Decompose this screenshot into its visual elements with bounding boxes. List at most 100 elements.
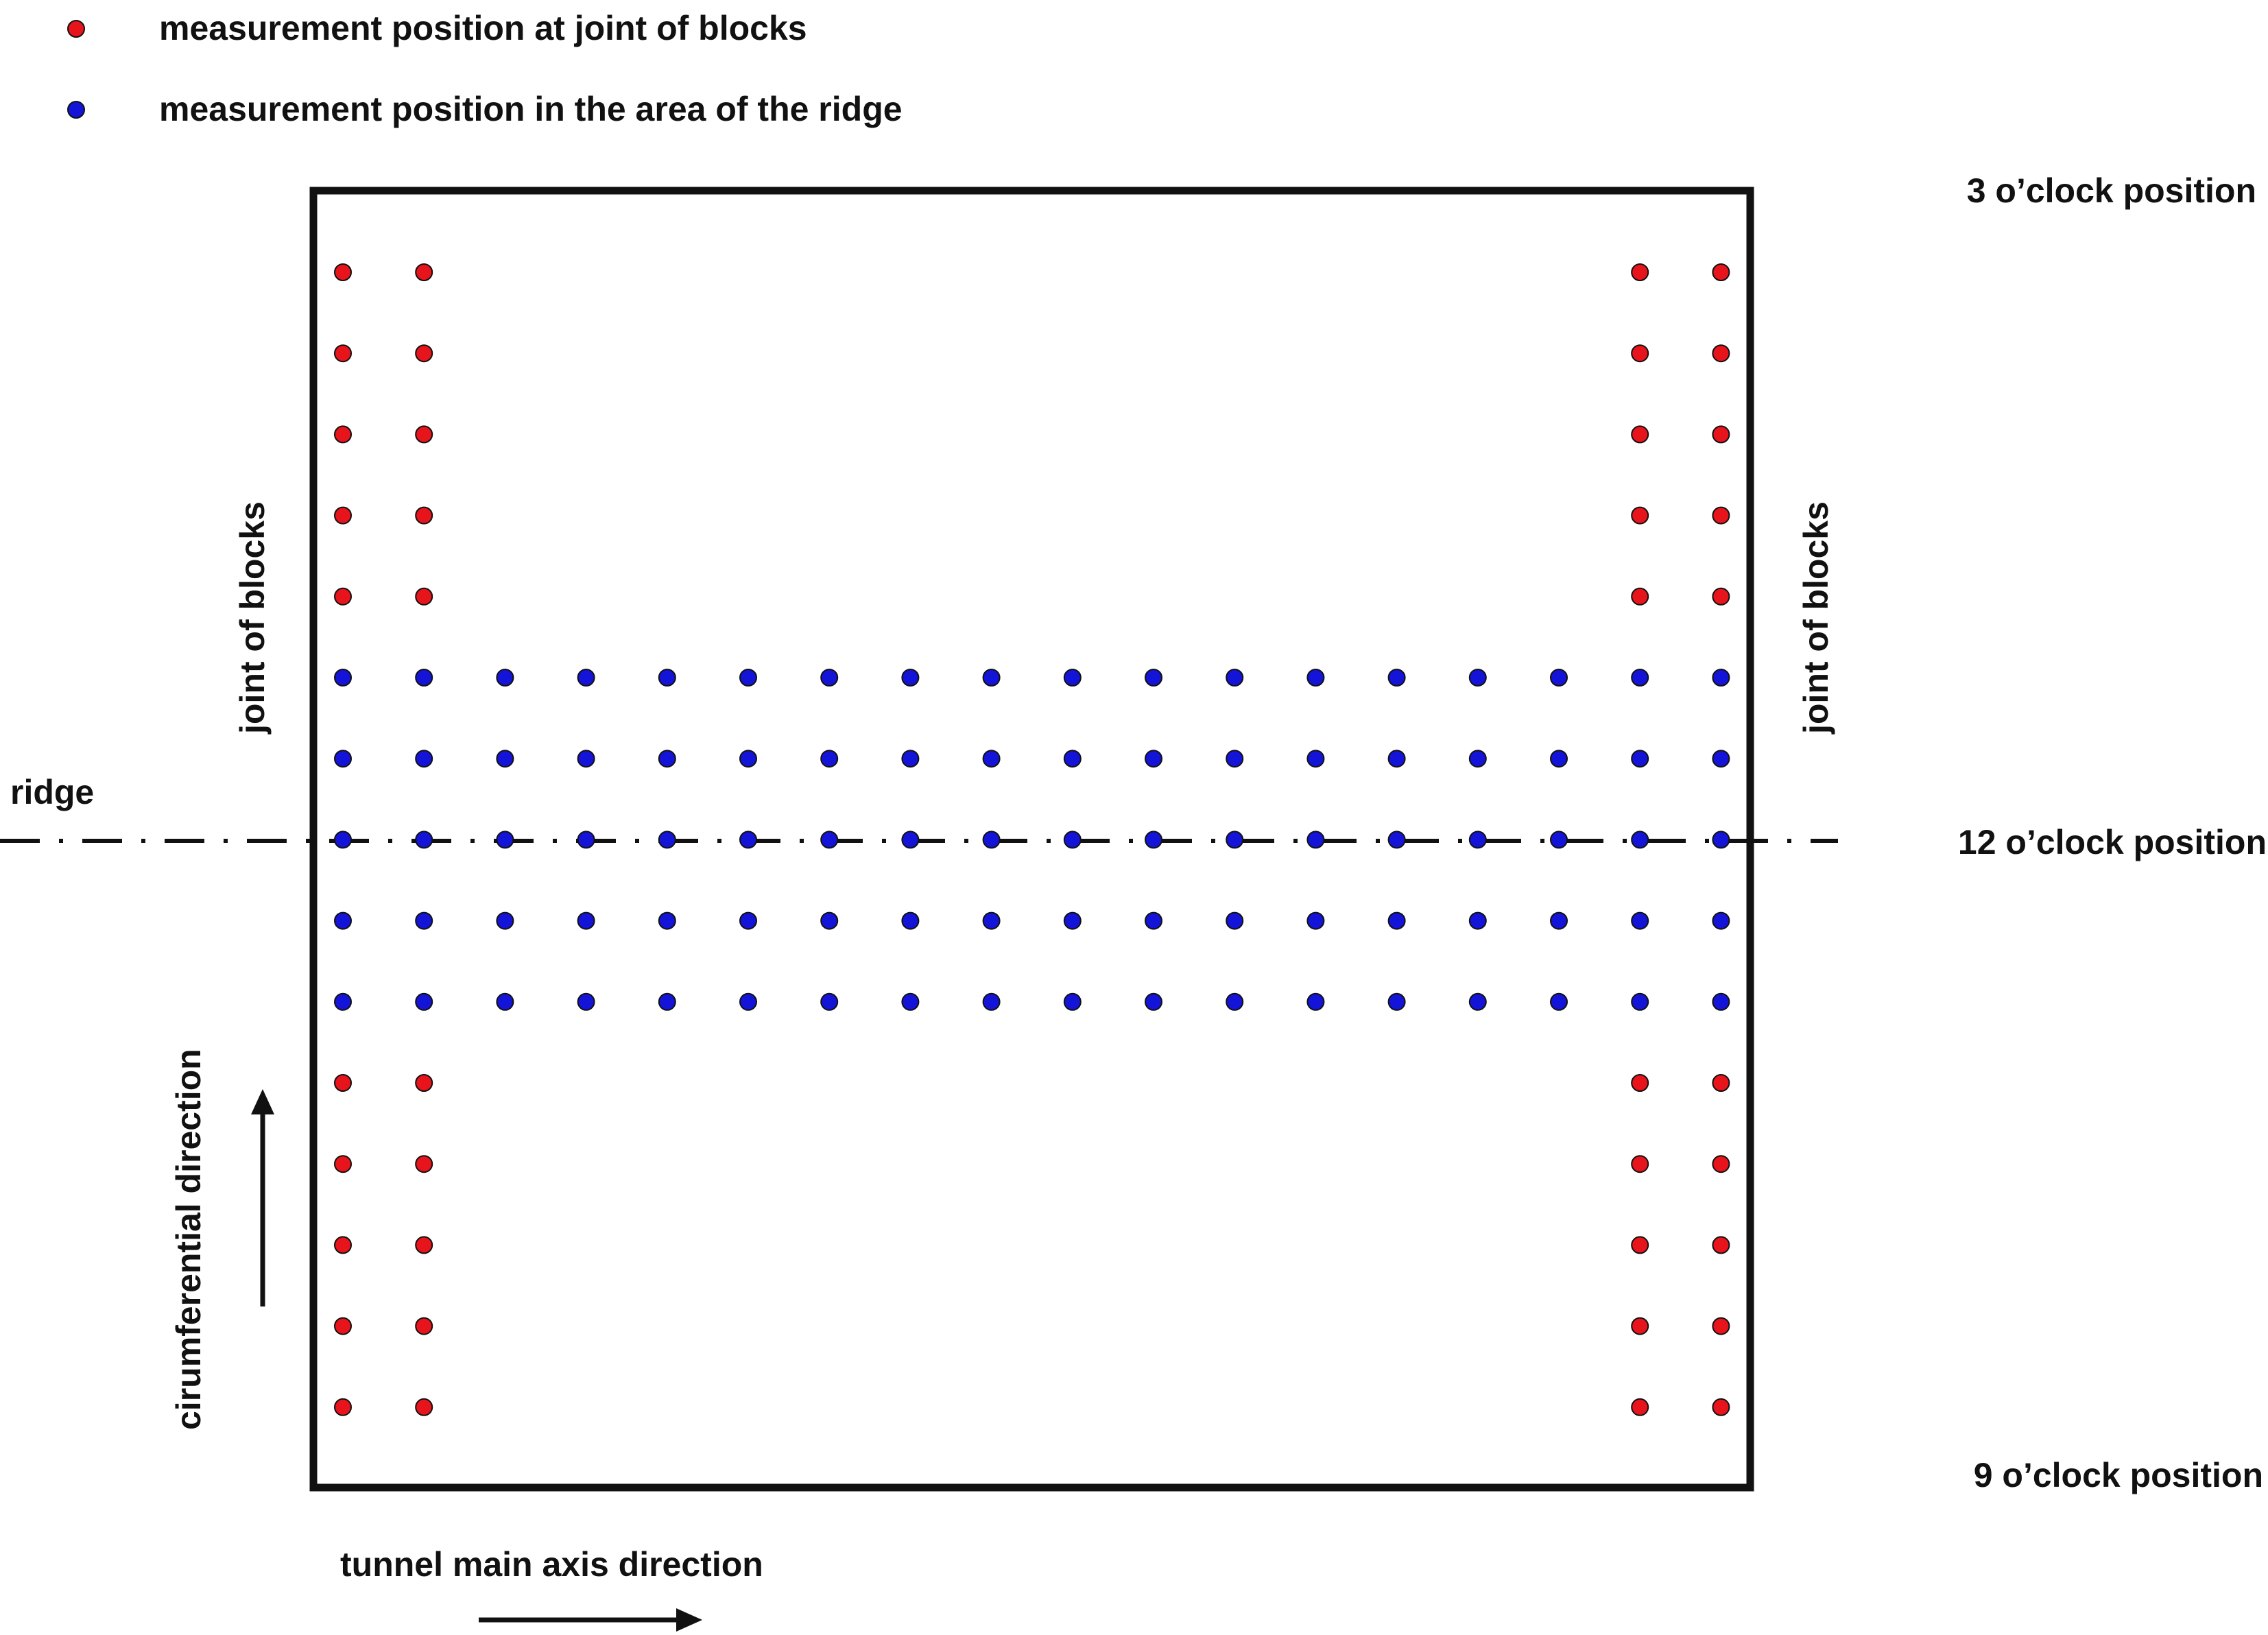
legend-ridge-label: measurement position in the area of the …: [159, 90, 903, 128]
joint-measurement-point: [334, 506, 352, 525]
joint-measurement-point: [334, 263, 352, 281]
ridge-measurement-point: [1145, 911, 1162, 930]
ridge-measurement-point: [1306, 911, 1325, 930]
ridge-measurement-point: [1387, 750, 1406, 768]
joint-measurement-point: [334, 1236, 352, 1254]
joint-measurement-point: [415, 425, 433, 444]
ridge-measurement-point: [1145, 831, 1162, 849]
ridge-measurement-point: [577, 992, 595, 1011]
joint-measurement-point: [1631, 425, 1649, 444]
ridge-measurement-point: [1550, 992, 1568, 1011]
joint-measurement-point: [334, 425, 352, 444]
joint-measurement-point: [1631, 1074, 1649, 1092]
ridge-measurement-point: [1387, 669, 1406, 687]
ridge-measurement-point: [496, 992, 514, 1011]
ridge-measurement-point: [739, 992, 757, 1011]
ridge-measurement-point: [1712, 992, 1730, 1011]
ridge-measurement-point: [334, 831, 352, 849]
ridge-measurement-point: [1226, 911, 1244, 930]
ridge-measurement-point: [496, 669, 514, 687]
ridge-measurement-point: [1226, 992, 1244, 1011]
ridge-measurement-point: [496, 750, 514, 768]
label-ridge: ridge: [10, 773, 94, 811]
joint-measurement-point: [415, 344, 433, 363]
ridge-measurement-point: [901, 831, 920, 849]
ridge-measurement-point: [1145, 992, 1162, 1011]
ridge-measurement-point: [1712, 750, 1730, 768]
joint-measurement-point: [334, 1317, 352, 1335]
joint-measurement-point: [415, 1236, 433, 1254]
joint-measurement-point: [415, 587, 433, 606]
ridge-measurement-point: [1063, 831, 1082, 849]
joint-measurement-point: [1712, 1317, 1730, 1335]
ridge-measurement-point: [982, 669, 1001, 687]
ridge-measurement-point: [658, 669, 676, 687]
ridge-measurement-point: [1063, 750, 1082, 768]
ridge-measurement-point: [334, 750, 352, 768]
ridge-measurement-point: [1468, 992, 1487, 1011]
ridge-measurement-point: [1063, 669, 1082, 687]
ridge-measurement-point: [820, 750, 839, 768]
label-3-oclock: 3 o’clock position: [1967, 171, 2256, 210]
ridge-measurement-point: [820, 831, 839, 849]
ridge-measurement-point: [577, 750, 595, 768]
ridge-measurement-point: [901, 992, 920, 1011]
joint-measurement-point: [1712, 1236, 1730, 1254]
joint-measurement-point: [334, 587, 352, 606]
ridge-measurement-point: [658, 831, 676, 849]
joint-measurement-point: [1712, 263, 1730, 281]
ridge-measurement-point: [1550, 911, 1568, 930]
joint-measurement-point: [1631, 1236, 1649, 1254]
joint-measurement-point: [1631, 587, 1649, 606]
ridge-measurement-point: [1226, 831, 1244, 849]
joint-measurement-point: [1712, 1398, 1730, 1416]
ridge-measurement-point: [982, 992, 1001, 1011]
joint-measurement-point: [1631, 263, 1649, 281]
ridge-measurement-point: [1550, 669, 1568, 687]
ridge-measurement-point: [1145, 750, 1162, 768]
measurement-points: [334, 263, 1730, 1416]
joint-measurement-point: [334, 1155, 352, 1173]
ridge-measurement-point: [658, 750, 676, 768]
joint-measurement-point: [1712, 344, 1730, 363]
legend-joint-label: measurement position at joint of blocks: [159, 9, 807, 47]
ridge-measurement-point: [1712, 669, 1730, 687]
ridge-measurement-point: [577, 911, 595, 930]
ridge-measurement-point: [577, 669, 595, 687]
joint-measurement-point: [1631, 1398, 1649, 1416]
ridge-measurement-point: [1063, 911, 1082, 930]
ridge-measurement-point: [1387, 831, 1406, 849]
ridge-measurement-point: [658, 911, 676, 930]
joint-measurement-point: [1631, 506, 1649, 525]
joint-measurement-point: [1712, 425, 1730, 444]
joint-measurement-point: [415, 1155, 433, 1173]
label-tunnel-axis-direction: tunnel main axis direction: [340, 1545, 763, 1584]
ridge-measurement-point: [1306, 750, 1325, 768]
joint-measurement-point: [1631, 1317, 1649, 1335]
ridge-measurement-point: [1712, 911, 1730, 930]
label-9-oclock: 9 o’clock position: [1974, 1456, 2263, 1494]
joint-measurement-point: [1712, 587, 1730, 606]
ridge-measurement-point: [1631, 911, 1649, 930]
ridge-measurement-point: [1387, 992, 1406, 1011]
ridge-measurement-point: [415, 911, 433, 930]
ridge-measurement-point: [1226, 750, 1244, 768]
ridge-measurement-point: [415, 831, 433, 849]
ridge-measurement-point: [1550, 750, 1568, 768]
label-joint-left: joint of blocks: [233, 501, 272, 735]
ridge-measurement-point: [334, 911, 352, 930]
ridge-measurement-point: [1226, 669, 1244, 687]
joint-measurement-point: [415, 1398, 433, 1416]
ridge-measurement-point: [901, 669, 920, 687]
ridge-measurement-point: [820, 992, 839, 1011]
joint-measurement-point: [334, 344, 352, 363]
ridge-measurement-point: [334, 992, 352, 1011]
ridge-measurement-point: [1631, 992, 1649, 1011]
ridge-measurement-point: [1468, 831, 1487, 849]
legend-ridge-dot: [67, 101, 85, 119]
joint-measurement-point: [334, 1074, 352, 1092]
ridge-measurement-point: [820, 669, 839, 687]
ridge-measurement-point: [739, 911, 757, 930]
ridge-measurement-point: [739, 750, 757, 768]
